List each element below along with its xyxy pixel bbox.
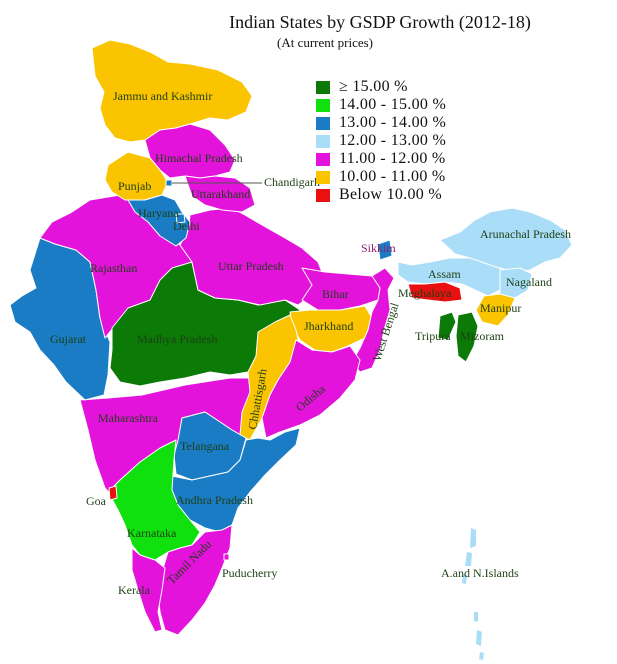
legend-label: 14.00 - 15.00 %: [339, 96, 447, 113]
state-west-bengal[interactable]: [351, 267, 395, 373]
label-assam: Assam: [428, 267, 461, 281]
andaman-nicobar-islands[interactable]: [462, 528, 484, 660]
label-andhra-pradesh: Andhra Pradesh: [176, 493, 253, 507]
label-himachal-pradesh: Himachal Pradesh: [155, 151, 243, 165]
label-nagaland: Nagaland: [506, 275, 552, 289]
legend: ≥ 15.00 % 14.00 - 15.00 % 13.00 - 14.00 …: [316, 78, 446, 204]
legend-label: 13.00 - 14.00 %: [339, 114, 447, 131]
label-telangana: Telangana: [180, 439, 230, 453]
legend-item: Below 10.00 %: [316, 186, 446, 204]
label-maharashtra: Maharashtra: [98, 411, 159, 425]
label-sikkim: Sikkim: [361, 241, 396, 255]
legend-swatch: [316, 134, 330, 148]
legend-swatch: [316, 170, 330, 184]
state-delhi[interactable]: [175, 213, 186, 224]
state-bihar[interactable]: [301, 267, 385, 311]
map-title: Indian States by GSDP Growth (2012-18): [229, 12, 531, 32]
state-karnataka[interactable]: [107, 439, 201, 561]
state-jharkhand[interactable]: [289, 305, 373, 353]
label-karnataka: Karnataka: [127, 526, 177, 540]
label-jharkhand: Jharkhand: [304, 319, 353, 333]
label-punjab: Punjab: [118, 179, 151, 193]
state-mizoram[interactable]: [455, 311, 479, 363]
state-odisha[interactable]: [261, 339, 361, 439]
label-chandigarh: Chandigarh: [264, 175, 320, 189]
legend-label: 11.00 - 12.00 %: [339, 150, 446, 167]
label-meghalaya: Meghalaya: [398, 286, 452, 300]
label-puducherry: Puducherry: [222, 566, 277, 580]
legend-item: 13.00 - 14.00 %: [316, 114, 446, 132]
state-meghalaya[interactable]: [407, 281, 463, 303]
label-gujarat: Gujarat: [50, 332, 87, 346]
state-uttarakhand[interactable]: [184, 175, 256, 213]
legend-swatch: [316, 152, 330, 166]
label-bihar: Bihar: [322, 287, 349, 301]
label-kerala: Kerala: [118, 583, 151, 597]
legend-item: 12.00 - 13.00 %: [316, 132, 446, 150]
label-madhya-pradesh: Madhya Pradesh: [137, 332, 217, 346]
label-uttarakhand: Uttarakhand: [191, 187, 250, 201]
label-delhi: Delhi: [173, 219, 200, 233]
state-haryana[interactable]: [127, 194, 191, 247]
legend-item: 10.00 - 11.00 %: [316, 168, 446, 186]
state-goa[interactable]: [108, 485, 118, 501]
state-himachal-pradesh[interactable]: [144, 123, 236, 179]
state-sikkim[interactable]: [377, 239, 393, 261]
state-manipur[interactable]: [475, 293, 516, 327]
label-haryana: Haryana: [138, 206, 179, 220]
state-kerala[interactable]: [131, 547, 166, 633]
state-uttar-pradesh[interactable]: [179, 207, 326, 306]
label-jammu-kashmir: Jammu and Kashmir: [113, 89, 212, 103]
state-jammu-kashmir[interactable]: [91, 39, 253, 143]
state-puducherry[interactable]: [223, 553, 230, 561]
legend-swatch: [316, 98, 330, 112]
state-andhra-pradesh[interactable]: [171, 427, 301, 533]
legend-swatch: [316, 80, 330, 94]
map-subtitle: (At current prices): [276, 35, 373, 50]
legend-item: 11.00 - 12.00 %: [316, 150, 446, 168]
legend-item: ≥ 15.00 %: [316, 78, 446, 96]
label-tripura: Tripura: [415, 329, 451, 343]
legend-label: 12.00 - 13.00 %: [339, 132, 447, 149]
label-andaman-nicobar: A.and N.Islands: [441, 566, 519, 580]
legend-item: 14.00 - 15.00 %: [316, 96, 446, 114]
label-arunachal-pradesh: Arunachal Pradesh: [480, 227, 571, 241]
label-manipur: Manipur: [480, 301, 521, 315]
label-goa: Goa: [86, 494, 107, 508]
label-rajasthan: Rajasthan: [90, 261, 137, 275]
legend-label: ≥ 15.00 %: [339, 78, 408, 95]
label-uttar-pradesh: Uttar Pradesh: [218, 259, 284, 273]
state-tripura[interactable]: [437, 311, 457, 341]
legend-swatch: [316, 116, 330, 130]
label-mizoram: Mizoram: [460, 329, 505, 343]
legend-label: Below 10.00 %: [339, 186, 443, 203]
legend-label: 10.00 - 11.00 %: [339, 168, 446, 185]
state-chandigarh[interactable]: [165, 179, 173, 187]
legend-swatch: [316, 188, 330, 202]
